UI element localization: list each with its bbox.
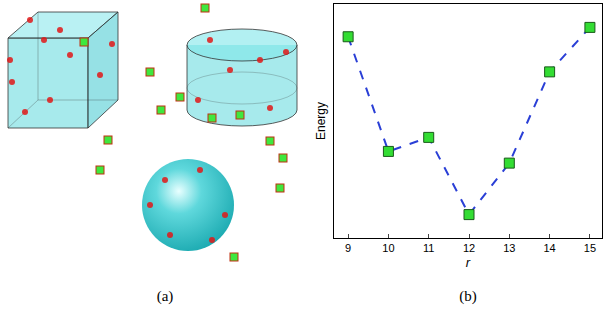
svg-text:r: r bbox=[466, 255, 471, 270]
svg-text:Energy: Energy bbox=[314, 102, 328, 140]
svg-text:15: 15 bbox=[584, 242, 596, 254]
html-text:(b): (b) bbox=[459, 288, 477, 304]
svg-text:11: 11 bbox=[423, 242, 434, 254]
svg-text:10: 10 bbox=[382, 242, 394, 254]
html-text:(a): (a) bbox=[156, 288, 174, 304]
svg-text:14: 14 bbox=[543, 242, 555, 254]
svg-text:13: 13 bbox=[503, 242, 515, 254]
svg-text:9: 9 bbox=[345, 242, 351, 254]
svg-text:12: 12 bbox=[463, 242, 475, 254]
